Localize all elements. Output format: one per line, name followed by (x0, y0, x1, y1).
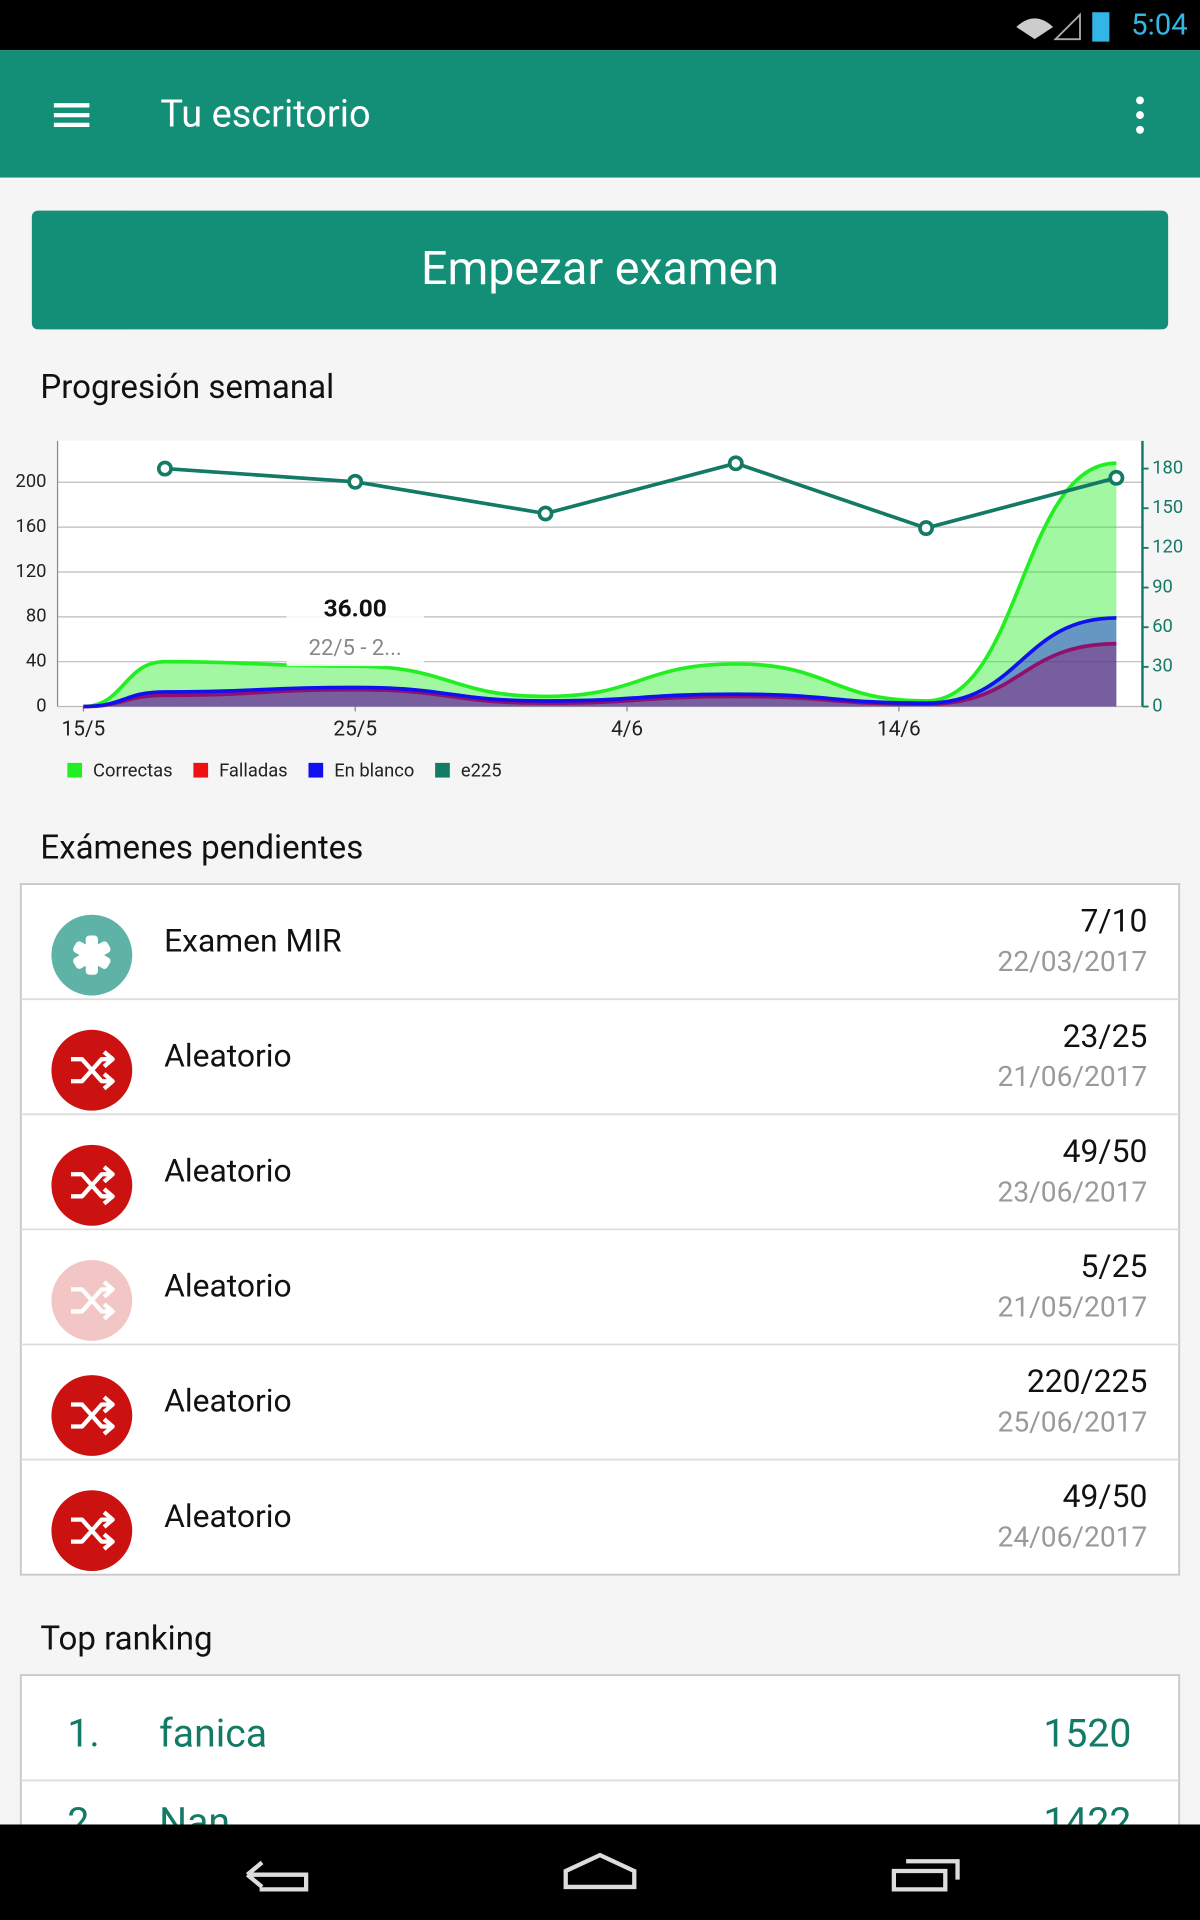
tooltip-bg (286, 587, 424, 667)
legend-label: Falladas (219, 760, 288, 781)
item-score: 5/25 (1081, 1247, 1148, 1285)
legend-swatch (435, 762, 450, 778)
y-tick-label: 120 (16, 561, 47, 582)
x-tick-label: 15/5 (62, 717, 106, 741)
item-date: 25/06/2017 (998, 1406, 1148, 1439)
item-name: Aleatorio (164, 1267, 292, 1305)
icon-glyph (71, 1165, 115, 1206)
item-date: 21/05/2017 (998, 1290, 1148, 1323)
item-name: Aleatorio (164, 1497, 292, 1535)
list-item[interactable]: Examen MIR 7/10 22/03/2017 (51, 902, 1147, 996)
point (1108, 469, 1125, 486)
nav-bar (0, 1824, 1200, 1920)
overflow-menu[interactable] (1136, 96, 1144, 134)
y2-tick-label: 60 (1152, 616, 1173, 637)
list-item[interactable]: Aleatorio 49/50 23/06/2017 (20, 1113, 1180, 1226)
point (347, 473, 364, 490)
button-label[interactable]: Empezar examen (421, 242, 779, 296)
legend-label: Correctas (93, 760, 173, 781)
home-button[interactable] (563, 1852, 637, 1890)
item-name: Aleatorio (164, 1382, 292, 1420)
icon-glyph (71, 1280, 115, 1321)
icon-glyph (71, 1510, 115, 1551)
y2-tick-label: 90 (1152, 576, 1173, 597)
y-tick-label: 200 (16, 471, 47, 492)
item-score: 220/225 (1027, 1362, 1147, 1400)
rank: 1. (67, 1711, 99, 1757)
legend-label: En blanco (334, 760, 414, 781)
list-item[interactable]: Aleatorio 49/50 24/06/2017 (20, 1458, 1180, 1572)
x-tick-label: 14/6 (877, 717, 921, 741)
point (156, 460, 173, 477)
item-score: 49/50 (1063, 1132, 1148, 1170)
y2-tick-label: 30 (1152, 656, 1173, 677)
legend-swatch (193, 762, 209, 778)
start-button[interactable]: Empezar examen (31, 210, 1169, 330)
ranking-name: fanica (159, 1711, 267, 1757)
chart: 0 40 80 120 160 200 0 30 60 90 120 150 180 15/5 25/5 4/… (16, 440, 1183, 781)
item-score: 49/50 (1063, 1477, 1148, 1515)
area (83, 617, 1117, 707)
legend-label: e225 (461, 760, 502, 781)
status-bar (0, 0, 1200, 51)
ranking-points: 1520 (1043, 1711, 1131, 1757)
icon-glyph (73, 941, 111, 969)
item-score: 7/10 (1081, 902, 1148, 940)
recents-button[interactable] (891, 1859, 960, 1892)
item-date: 23/06/2017 (998, 1175, 1148, 1208)
y2-tick-label: 120 (1152, 537, 1183, 558)
section-title: Exámenes pendientes (40, 829, 363, 868)
section-title: Progresión semanal (40, 368, 334, 407)
section-title: Top ranking (40, 1620, 212, 1659)
list-item[interactable]: Aleatorio 220/225 25/06/2017 (20, 1343, 1180, 1456)
item-name: Aleatorio (164, 1036, 292, 1074)
item-name: Aleatorio (164, 1151, 292, 1189)
y-tick-label: 0 (36, 695, 46, 716)
item-score: 23/25 (1063, 1017, 1148, 1055)
x-tick-label: 25/5 (333, 717, 377, 741)
icon-glyph (71, 1395, 115, 1436)
x-tick-label: 4/6 (611, 717, 643, 741)
line (164, 461, 1117, 530)
legend-swatch (308, 762, 324, 778)
back-button[interactable] (245, 1860, 309, 1892)
status-icons (1016, 12, 1110, 42)
pending-list: Examen MIR 7/10 22/03/2017 Aleatorio 23/25 21… (19, 883, 1181, 1576)
list-item[interactable]: Aleatorio 23/25 21/06/2017 (20, 998, 1180, 1111)
y-tick-label: 160 (16, 516, 47, 537)
list-item[interactable]: Aleatorio 5/25 21/05/2017 (20, 1228, 1180, 1341)
icon-glyph (71, 1050, 115, 1091)
area-line (83, 461, 1117, 709)
item-date: 22/03/2017 (998, 945, 1148, 978)
tooltip-detail: 22/5 - 2... (309, 636, 402, 661)
item-name: Examen MIR (164, 921, 342, 959)
item-date: 21/06/2017 (998, 1060, 1148, 1093)
button-bg[interactable] (31, 210, 1169, 330)
area-line (83, 616, 1117, 709)
point (537, 505, 554, 522)
app-title: Tu escritorio (160, 92, 370, 136)
y-tick-label: 80 (26, 606, 47, 627)
y-tick-label: 40 (26, 651, 47, 672)
area (83, 463, 1117, 707)
legend-swatch (67, 762, 83, 778)
point (727, 455, 744, 472)
clock: 5:04 (1131, 9, 1188, 43)
app-bar (0, 50, 1200, 178)
y2-tick-label: 0 (1152, 695, 1162, 716)
menu-button[interactable] (53, 103, 90, 128)
item-date: 24/06/2017 (998, 1521, 1148, 1554)
y2-tick-label: 180 (1152, 457, 1183, 478)
point (918, 520, 935, 537)
y2-tick-label: 150 (1152, 497, 1183, 518)
tooltip-value: 36.00 (324, 593, 387, 622)
